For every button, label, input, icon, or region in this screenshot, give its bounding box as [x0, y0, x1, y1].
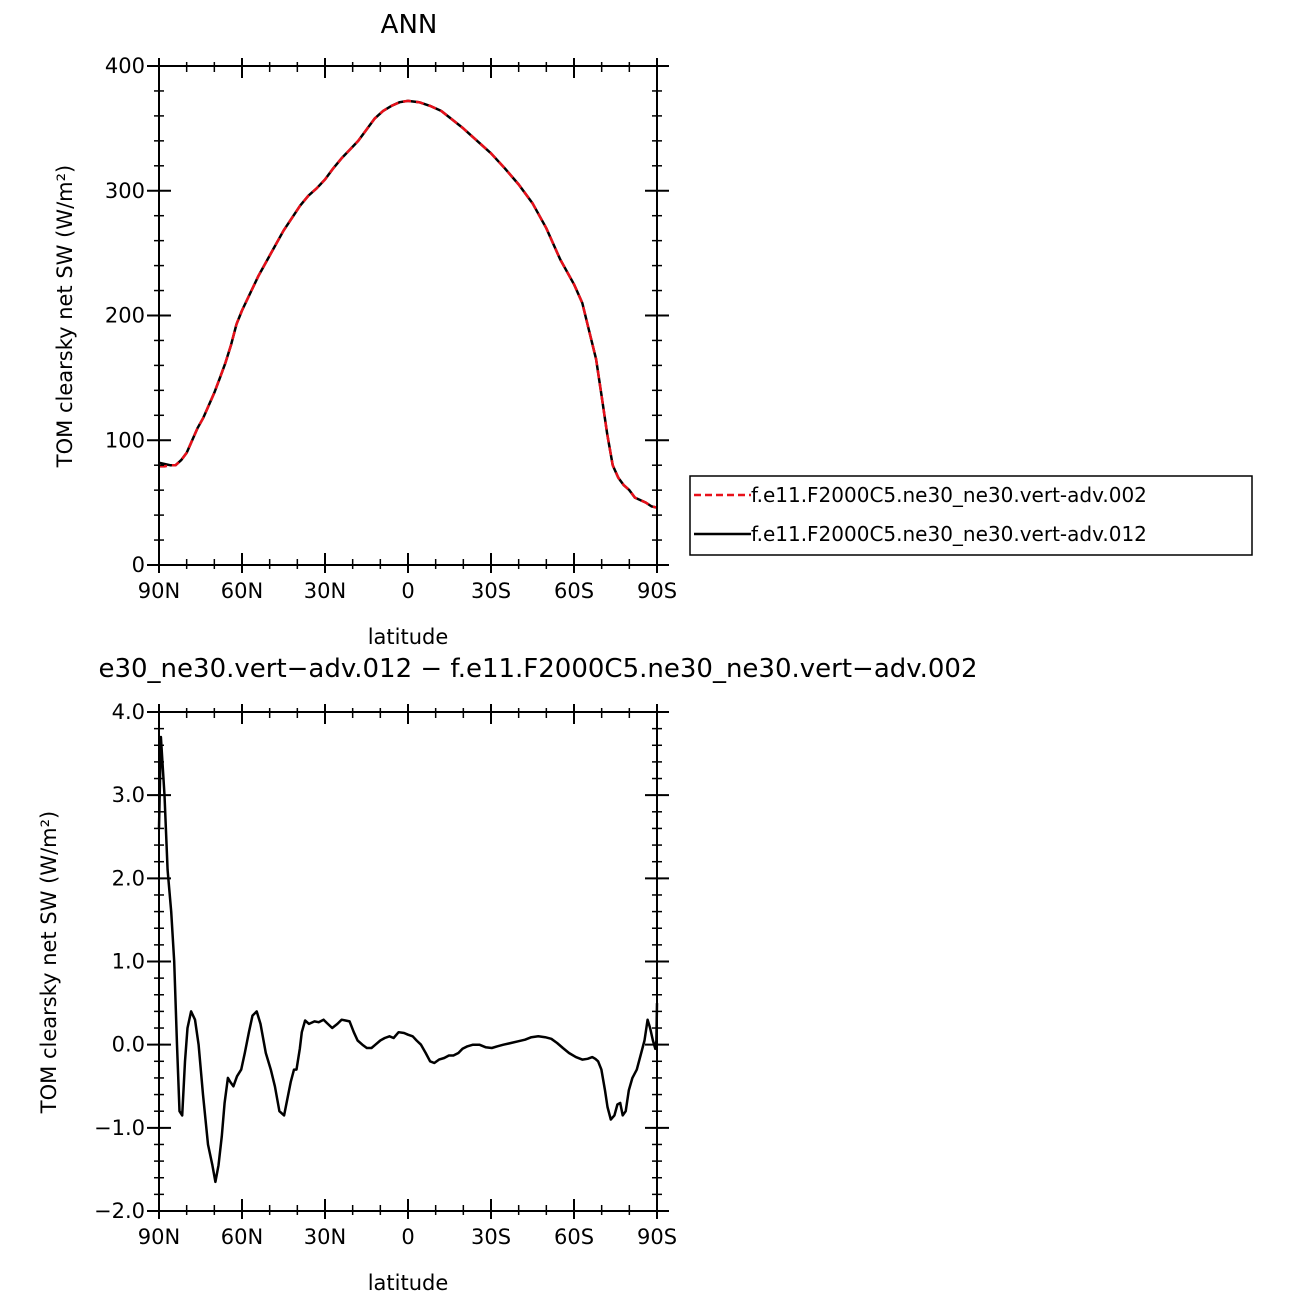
- bottom-plot-frame: [158, 711, 658, 1212]
- bottom-x-axis-label: latitude: [368, 1271, 449, 1295]
- legend-label-control: f.e11.F2000C5.ne30_ne30.vert-adv.002: [751, 483, 1147, 507]
- top-x-tick-label: 30S: [471, 579, 511, 603]
- legend: f.e11.F2000C5.ne30_ne30.vert-adv.002 f.e…: [689, 475, 1253, 556]
- bottom-y-tick-label: −2.0: [94, 1199, 145, 1223]
- bottom-panel: e30_ne30.vert−adv.012 − f.e11.F2000C5.ne…: [37, 654, 978, 1295]
- legend-label-test: f.e11.F2000C5.ne30_ne30.vert-adv.012: [751, 522, 1147, 546]
- top-x-tick-label: 60S: [554, 579, 594, 603]
- bottom-x-tick-label: 30S: [471, 1225, 511, 1249]
- bottom-y-tick-label: 2.0: [112, 866, 145, 890]
- top-y-tick-label: 400: [105, 54, 145, 78]
- bottom-x-tick-label: 90S: [637, 1225, 677, 1249]
- top-y-tick-label: 200: [105, 304, 145, 328]
- top-y-tick-label: 300: [105, 179, 145, 203]
- top-y-tick-label: 0: [132, 553, 145, 577]
- bottom-x-tick-label: 60N: [221, 1225, 263, 1249]
- top-x-axis-label: latitude: [368, 625, 449, 649]
- bottom-series-layer: [157, 735, 659, 1184]
- bottom-x-tick-label: 0: [401, 1225, 414, 1249]
- top-x-tick-label: 0: [401, 579, 414, 603]
- bottom-x-tick-label: 60S: [554, 1225, 594, 1249]
- bottom-chart-title: e30_ne30.vert−adv.012 − f.e11.F2000C5.ne…: [98, 654, 977, 684]
- top-series-line-1: [159, 99, 658, 509]
- bottom-y-tick-label: 4.0: [112, 700, 145, 724]
- bottom-y-tick-label: 1.0: [112, 950, 145, 974]
- bottom-y-axis-label: TOM clearsky net SW (W/m²): [37, 811, 61, 1114]
- top-y-axis-label: TOM clearsky net SW (W/m²): [53, 165, 77, 468]
- top-x-tick-label: 90N: [138, 579, 180, 603]
- top-x-tick-label: 60N: [221, 579, 263, 603]
- top-chart-title: ANN: [381, 10, 438, 40]
- bottom-x-tick-label: 30N: [304, 1225, 346, 1249]
- top-series-line-0: [158, 99, 658, 509]
- top-series-layer: [158, 99, 658, 509]
- top-ticks-layer: 90N 60N 30N 0 30S 60S 90S 0 100 200 300 400: [105, 54, 677, 603]
- bottom-y-tick-label: 0.0: [112, 1033, 145, 1057]
- bottom-ticks-layer: 90N 60N 30N 0 30S 60S 90S −2.0 −1.0 0.0 1.0 2.0 3.0 4…: [94, 700, 677, 1249]
- top-y-tick-label: 100: [105, 428, 145, 452]
- bottom-x-tick-label: 90N: [138, 1225, 180, 1249]
- legend-box: [689, 475, 1253, 556]
- top-x-tick-label: 30N: [304, 579, 346, 603]
- bottom-series-line-0: [157, 735, 659, 1184]
- top-plot-frame: [158, 65, 658, 566]
- bottom-y-tick-label: 3.0: [112, 783, 145, 807]
- top-panel: ANN 90N 60N 30N 0 30S 60S 90S 0 100 200 300 400 lat…: [53, 10, 1253, 649]
- bottom-y-tick-label: −1.0: [94, 1116, 145, 1140]
- top-x-tick-label: 90S: [637, 579, 677, 603]
